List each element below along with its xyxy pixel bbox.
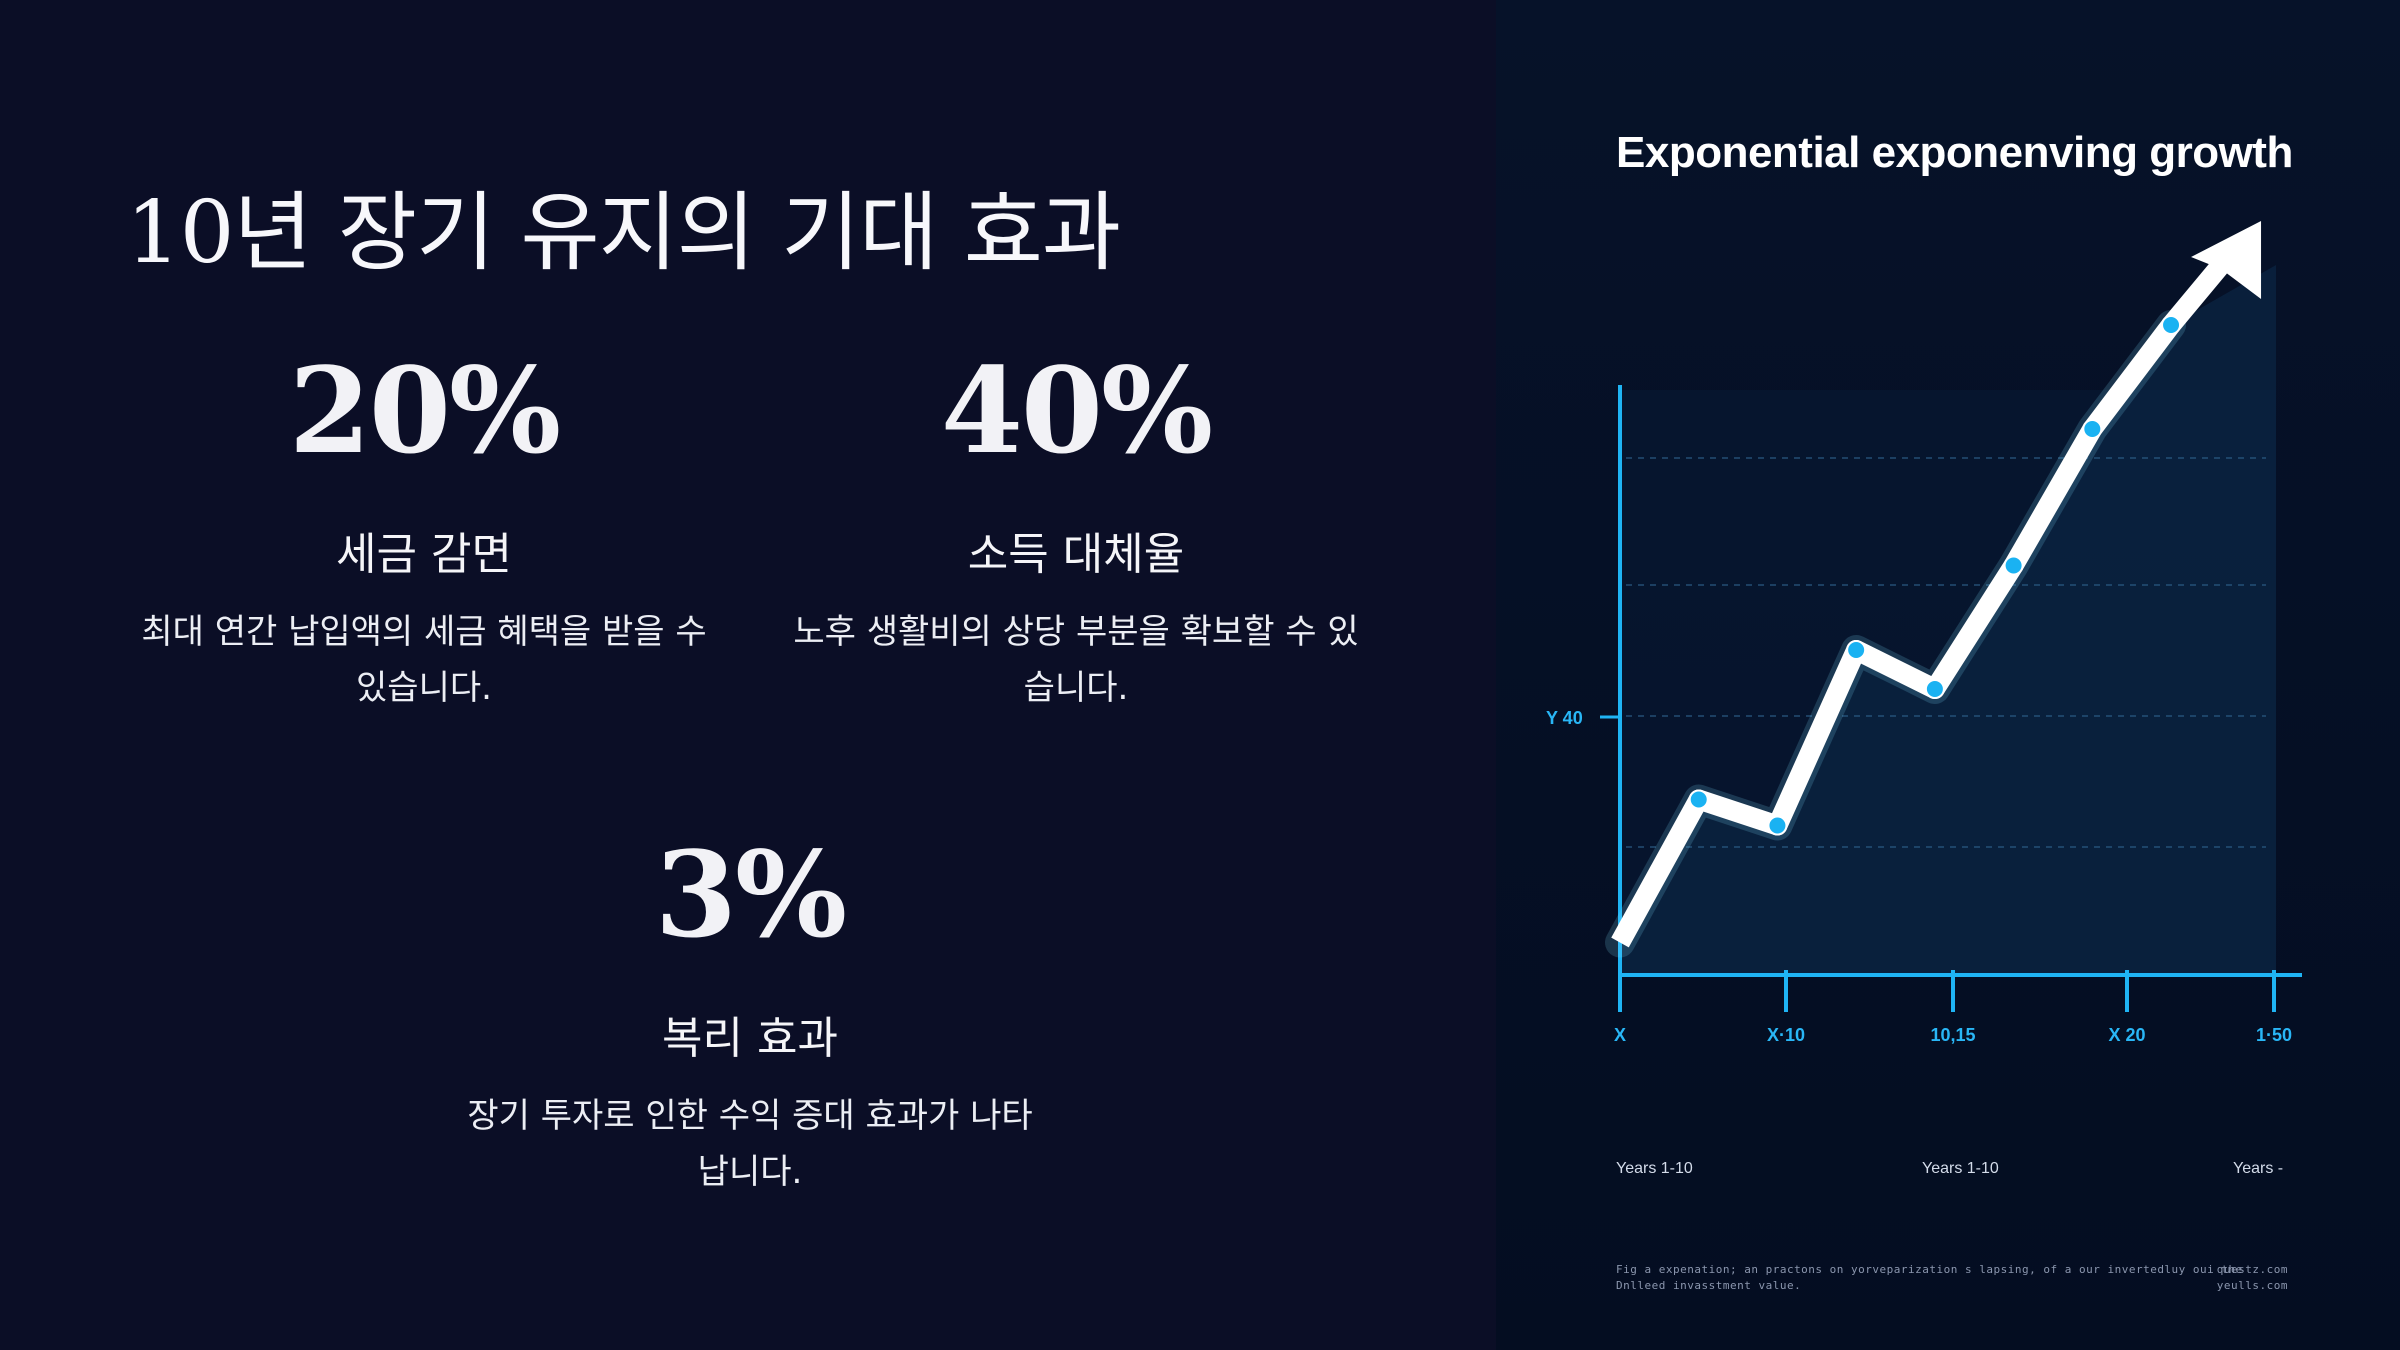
stat-label: 복리 효과	[662, 1013, 838, 1064]
x-tick-label: 10,15	[1930, 1025, 1975, 1045]
footnote-line: yeulls.com	[2216, 1279, 2288, 1292]
stat-description-line: 납니다.	[697, 1152, 803, 1192]
area-fill	[1620, 265, 2276, 973]
stat-label: 세금 감면	[336, 529, 512, 580]
x-tick-label: X 20	[2108, 1025, 2145, 1045]
data-point	[1688, 789, 1709, 810]
x-tick-label: X	[1614, 1025, 1626, 1045]
stat-description-line: 최대 연간 납입액의 세금 혜택을 받을 수	[141, 612, 707, 652]
stat-description: 최대 연간 납입액의 세금 혜택을 받을 수 있습니다.	[114, 604, 734, 716]
slide-title: 10년 장기 유지의 기대 효과	[126, 183, 1121, 283]
stat-value: 40%	[940, 341, 1213, 480]
stat-income-replacement: 40% 소득 대체율 노후 생활비의 상당 부분을 확보할 수 있 습니다.	[766, 352, 1386, 716]
chart-title: Exponential exponenving growth	[1616, 128, 2293, 177]
data-point	[1924, 679, 1945, 699]
chart-panel: Exponential exponenving growth Y 40 X X·10…	[1496, 0, 2400, 1350]
arrow-head	[2191, 221, 2262, 299]
x-tick-label: X·10	[1767, 1025, 1805, 1045]
footnote-line: Dnlleed invasstment value.	[1616, 1279, 1802, 1292]
stat-compound-effect: 3% 복리 효과 장기 투자로 인한 수익 증대 효과가 나타 납니다.	[440, 836, 1060, 1200]
stat-description-line: 있습니다.	[356, 668, 492, 708]
stat-label: 소득 대체율	[967, 529, 1185, 580]
growth-chart: Y 40 X X·10 10,15 X 20 1·50	[1546, 221, 2302, 1045]
period-label: Years 1-10	[1922, 1160, 1999, 1177]
data-point	[2082, 419, 2103, 439]
period-label: Years -	[2233, 1160, 2284, 1177]
data-point	[2003, 555, 2024, 576]
x-tick-label: 1·50	[2256, 1025, 2292, 1045]
stat-description-line: 습니다.	[1023, 668, 1129, 708]
data-point	[1767, 815, 1788, 836]
stat-description: 장기 투자로 인한 수익 증대 효과가 나타 납니다.	[440, 1088, 1060, 1200]
data-point	[1846, 640, 1867, 660]
stat-value: 20%	[288, 341, 561, 480]
chart-footnote: Fig a expenation; an practons on yorvepa…	[1616, 1262, 2288, 1294]
stat-description-line: 노후 생활비의 상당 부분을 확보할 수 있	[793, 612, 1359, 652]
period-label: Years 1-10	[1616, 1160, 1693, 1177]
stat-description: 노후 생활비의 상당 부분을 확보할 수 있 습니다.	[766, 604, 1386, 716]
stat-tax-reduction: 20% 세금 감면 최대 연간 납입액의 세금 혜택을 받을 수 있습니다.	[114, 352, 734, 716]
y-tick-label: Y 40	[1546, 708, 1583, 728]
stat-description-line: 장기 투자로 인한 수익 증대 효과가 나타	[467, 1096, 1033, 1136]
data-point	[2161, 315, 2182, 335]
slide-content: 10년 장기 유지의 기대 효과 20% 세금 감면 최대 연간 납입액의 세금…	[114, 183, 1386, 1200]
stat-value: 3%	[654, 825, 847, 964]
footnote-line: questz.com	[2216, 1263, 2288, 1276]
footnote-line: Fig a expenation; an practons on yorvepa…	[1616, 1263, 2243, 1276]
